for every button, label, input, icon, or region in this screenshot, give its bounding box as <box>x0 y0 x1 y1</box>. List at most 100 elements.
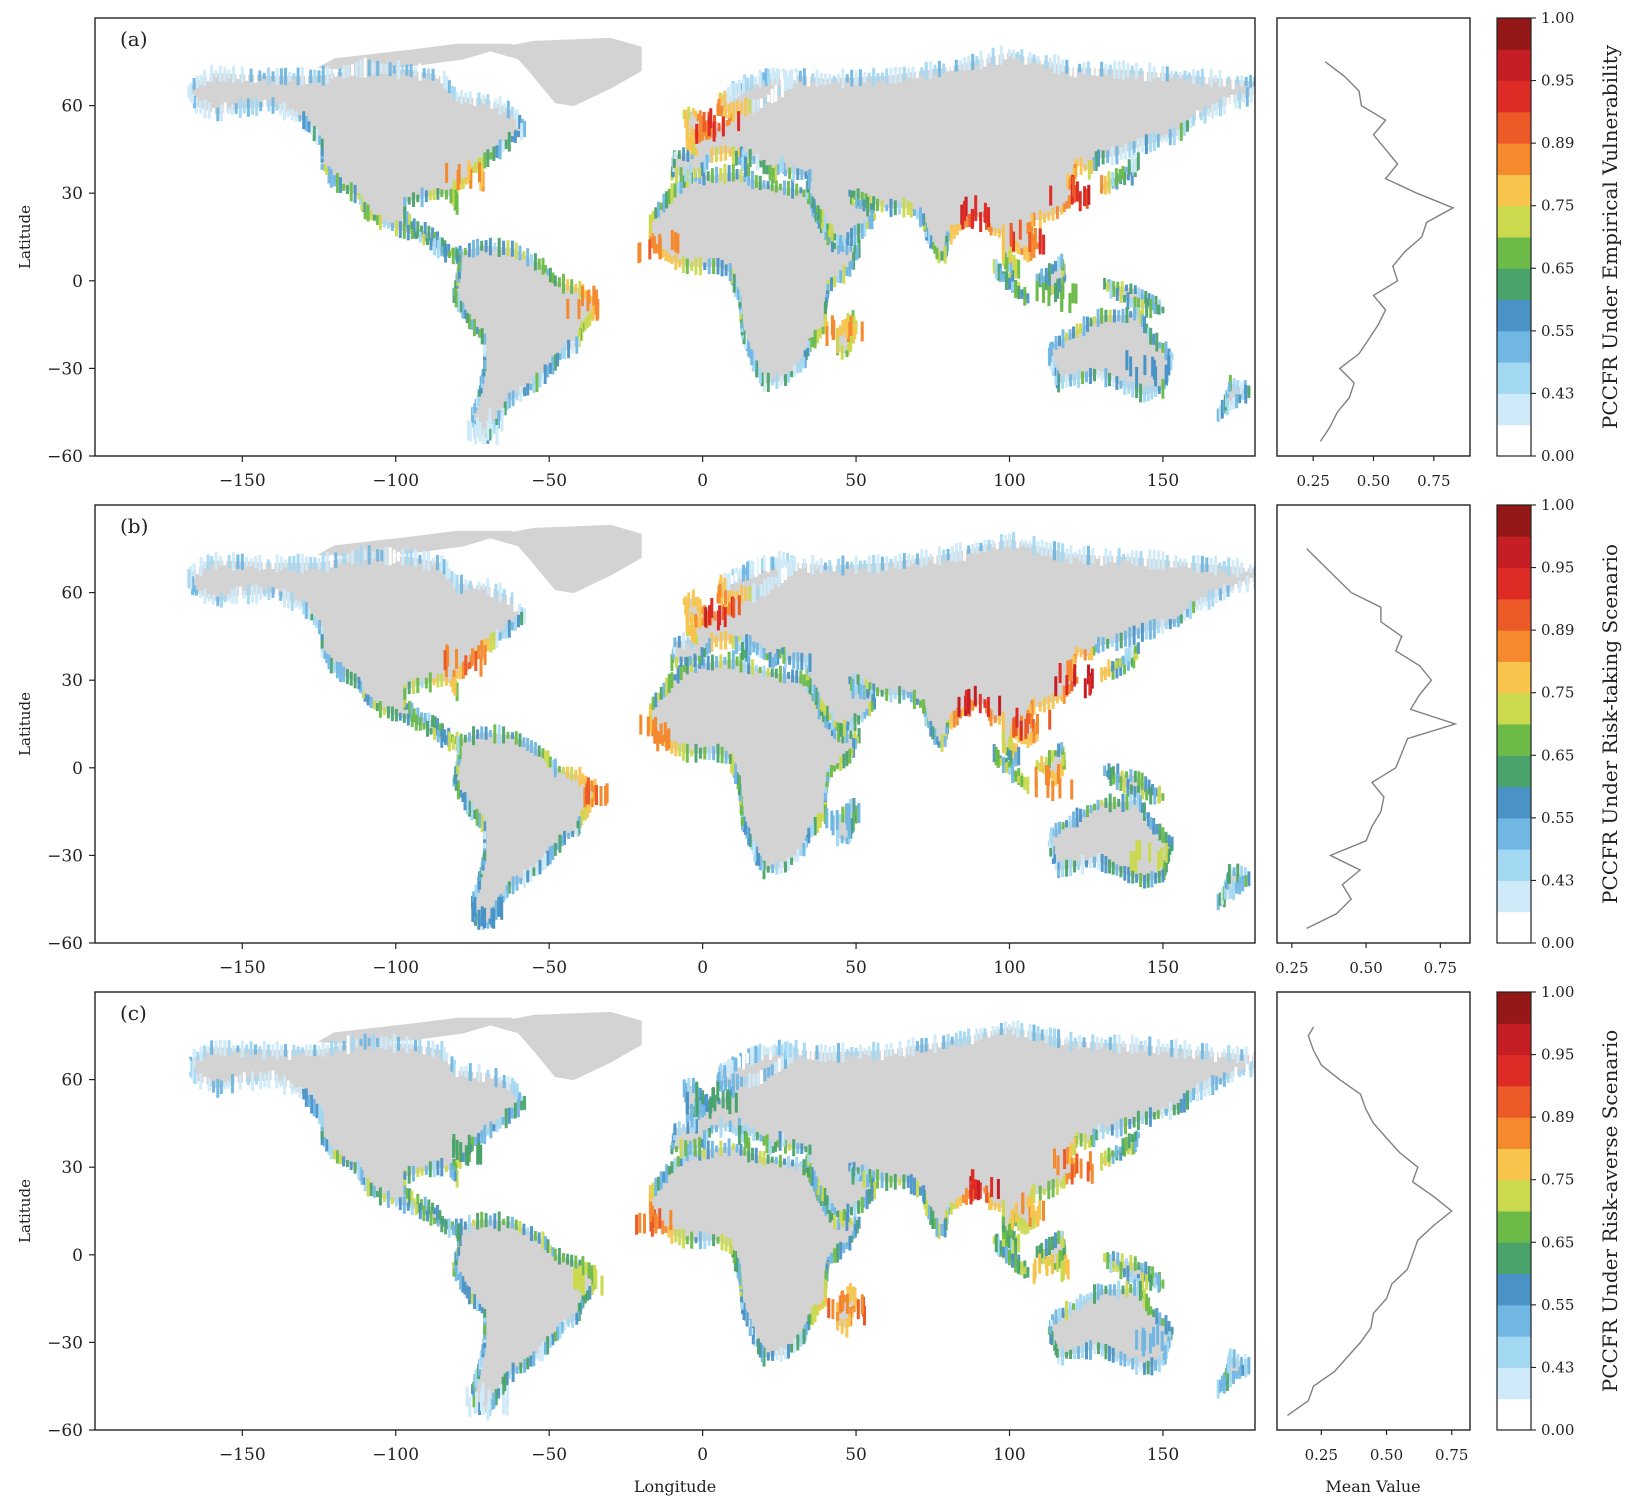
coastal-cell <box>648 711 652 719</box>
coastal-cell <box>727 651 731 669</box>
coastal-cell <box>868 682 872 696</box>
coastal-cell <box>1179 72 1182 79</box>
coastal-cell <box>793 556 797 571</box>
coastal-cell <box>392 1034 396 1053</box>
hotspot-cell <box>1072 176 1075 197</box>
coastal-cell <box>1148 1036 1152 1056</box>
coastal-cell <box>715 656 719 668</box>
coastal-cell <box>503 401 507 416</box>
coastal-cell <box>1089 1340 1092 1360</box>
coastal-cell <box>498 139 502 160</box>
coastal-cell <box>842 264 846 284</box>
coastal-cell <box>420 187 424 208</box>
coastal-cell <box>1101 150 1105 165</box>
coastal-cell <box>1044 756 1048 767</box>
coastal-cell <box>392 549 396 564</box>
coastal-cell <box>723 578 727 591</box>
coastal-cell <box>1236 863 1240 884</box>
coastal-cell <box>693 653 697 667</box>
coastal-cell <box>494 418 498 428</box>
coastal-cell <box>846 344 850 356</box>
coastal-cell <box>445 560 449 580</box>
coastal-cell <box>1214 1043 1217 1062</box>
coastal-cell <box>329 169 333 188</box>
coastal-cell <box>814 205 818 213</box>
coastal-cell <box>1104 1344 1108 1360</box>
coastal-cell <box>730 1060 734 1074</box>
coastal-cell <box>1028 222 1032 242</box>
coastal-cell <box>802 1159 806 1176</box>
coastal-cell <box>570 766 574 781</box>
coastal-cell <box>320 138 324 149</box>
coastal-cell <box>544 750 547 762</box>
coastal-cell <box>588 1286 592 1300</box>
coastal-cell <box>780 567 784 583</box>
coastal-cell <box>682 147 686 161</box>
coastal-cell <box>850 260 854 270</box>
coastal-cell <box>1017 775 1021 784</box>
coastal-cell <box>366 1177 370 1197</box>
coastal-cell <box>557 277 561 288</box>
coastal-cell <box>1012 1230 1016 1244</box>
coastal-cell <box>756 1073 760 1087</box>
coastal-cell <box>771 657 775 669</box>
coastal-cell <box>853 241 857 255</box>
coastal-cell <box>762 180 766 189</box>
coastal-cell <box>787 1155 790 1169</box>
coastal-cell <box>1136 792 1140 808</box>
coastal-cell <box>828 1046 832 1060</box>
hotspot-cell <box>595 785 598 805</box>
coastal-cell <box>494 99 498 109</box>
coastal-cell <box>894 66 897 84</box>
coastal-cell <box>541 748 545 759</box>
coastal-cell <box>463 792 467 811</box>
coastal-cell <box>856 188 860 206</box>
hotspot-cell <box>478 421 482 442</box>
coastal-cell <box>902 1174 906 1190</box>
coastal-cell <box>498 96 502 115</box>
hotspot-cell <box>708 605 711 626</box>
coastal-cell <box>1056 278 1060 299</box>
coastal-cell <box>1005 1230 1009 1247</box>
coastal-cell <box>506 240 510 257</box>
coastal-cell <box>1005 747 1009 756</box>
coastal-cell <box>206 1046 210 1054</box>
coastal-cell <box>507 1370 511 1379</box>
coastal-cell <box>823 73 827 86</box>
coastal-cell <box>684 657 688 666</box>
coastal-cell <box>1189 117 1193 129</box>
coastal-cell <box>1214 555 1217 576</box>
coastal-cell <box>818 1185 822 1195</box>
coastal-cell <box>684 109 688 128</box>
hotspot-cell <box>830 315 834 336</box>
coastal-cell <box>484 726 488 740</box>
hotspot-cell <box>639 714 643 735</box>
colorbar-tick-label: 0.00 <box>1541 447 1574 465</box>
hotspot-cell <box>479 1144 483 1165</box>
coastal-cell <box>1108 64 1112 75</box>
coastal-cell <box>698 1099 702 1116</box>
coastal-cell <box>1165 66 1169 82</box>
coastal-cell <box>506 1216 510 1229</box>
coastal-cell <box>1020 1023 1024 1037</box>
coastal-cell <box>1242 1069 1245 1076</box>
colorbar-step <box>1497 362 1531 394</box>
coastal-cell <box>315 128 319 145</box>
coastal-cell <box>484 240 488 253</box>
hotspot-cell <box>1075 181 1079 202</box>
coastal-cell <box>1227 76 1231 83</box>
coastal-cell <box>409 548 413 567</box>
coastal-cell <box>223 596 227 603</box>
coastal-cell <box>978 1182 982 1199</box>
coastal-cell <box>1126 657 1130 671</box>
coastal-cell <box>735 1074 739 1091</box>
hotspot-cell <box>667 728 671 749</box>
coastal-cell <box>398 221 402 239</box>
coastal-cell <box>1082 1037 1086 1048</box>
coastal-cell <box>481 1064 485 1082</box>
coastal-cell <box>860 223 864 239</box>
hotspot-cell <box>1160 847 1164 868</box>
coastal-cell <box>670 1145 674 1155</box>
coastal-cell <box>571 830 575 837</box>
x-tick-label: −100 <box>372 471 419 491</box>
